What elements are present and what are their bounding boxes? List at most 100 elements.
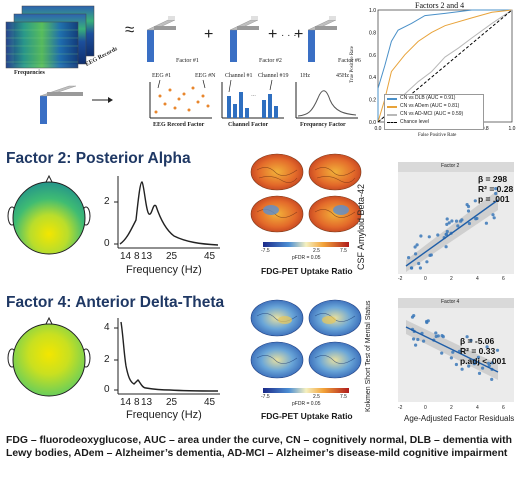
scatter-point — [484, 221, 488, 225]
factor4-scatter — [398, 298, 514, 402]
roc-ytick: 0.4 — [369, 75, 376, 81]
scatter-point — [414, 252, 418, 256]
factor2-fdg-caption: FDG-PET Uptake Ratio — [261, 266, 353, 276]
frequencies-label: Frequencies — [14, 70, 45, 76]
factor4-scatter-stats: β = -5.06 R² = 0.33 p.adj < .001 — [460, 336, 506, 366]
roc-legend: CN vs DLB (AUC = 0.91) CN vs ADem (AUC =… — [384, 94, 484, 130]
scatter-point — [454, 362, 458, 367]
scatter-point — [469, 338, 473, 342]
roc-xtick: 0.0 — [375, 126, 382, 132]
brain-right-medial — [308, 195, 362, 233]
eeg-record-factor-caption: EEG Record Factor — [153, 122, 205, 128]
factor2-ytick-0: 0 — [104, 238, 110, 249]
scatter-point — [422, 339, 426, 343]
factor4-cbar-min: -7.5 — [261, 394, 270, 400]
brain-left-lateral — [250, 153, 304, 191]
factor2-spectrum-plot — [114, 176, 220, 249]
factor4-brain-maps — [250, 299, 362, 393]
factor4-stat-r2: R² = 0.33 — [460, 346, 496, 356]
scatter-point — [447, 221, 451, 225]
factor2-cbar-min: -7.5 — [261, 248, 270, 254]
brain-right-lateral — [308, 153, 362, 191]
ellipsis: · · · — [281, 30, 297, 41]
factor2-scalp-topography — [7, 174, 91, 255]
legend-item-dlb: CN vs DLB (AUC = 0.91) — [385, 95, 483, 103]
arrow-head — [108, 97, 113, 103]
factor4-pfdr-label: pFDR = 0.05 — [292, 401, 321, 407]
scatter-point — [410, 266, 414, 270]
factor2-xtick-45: 45 — [204, 251, 216, 262]
roc-ytick: 1.0 — [369, 8, 376, 14]
scatter-point — [472, 362, 476, 366]
factor2-stat-r2: R² = 0.28 — [478, 184, 514, 194]
scatter-point — [449, 356, 453, 360]
factor4-scatter-title: Factor 4 — [441, 299, 460, 305]
factor2-scatter-stats: β = 298 R² = 0.28 p = .001 — [478, 174, 513, 204]
scatter-point — [440, 334, 444, 338]
factor2-cbar-mid: 2.5 — [313, 248, 320, 254]
scatter-point — [473, 199, 477, 203]
factor4-xtick-6: 6 — [502, 405, 505, 411]
factor4-fdg-caption: FDG-PET Uptake Ratio — [261, 411, 353, 421]
factor4-stat-p: p.adj < .001 — [460, 356, 507, 366]
factor2-stat-beta: β = 298 — [478, 174, 508, 184]
roc-ylabel: True Positive Rate — [350, 45, 356, 84]
frequency-factor-caption: Frequency Factor — [300, 122, 346, 128]
factor-6-label: Factor #6 — [338, 58, 361, 64]
factor2-title: Factor 2: Posterior Alpha — [6, 150, 191, 167]
eeg-spectrogram-stack — [5, 5, 95, 69]
factor2-xtick-8: 8 — [134, 251, 140, 262]
scatter-point — [436, 233, 440, 237]
factor2-scatter-strip — [398, 162, 514, 172]
factor4-xtick-45: 45 — [204, 397, 216, 408]
channel-1-label: Channel #1 — [225, 73, 253, 79]
scatter-point — [450, 219, 454, 223]
roc-xlabel: False Positive Rate — [418, 133, 457, 138]
factor2-ytick-2: 2 — [104, 196, 110, 207]
scatter-point — [465, 335, 469, 339]
factor4-xtick-4: 4 — [476, 405, 479, 411]
factor2-xtick-0: 0 — [424, 276, 427, 282]
scatter-point — [481, 366, 485, 370]
factor4-scalp-topography — [7, 316, 91, 397]
factor2-xtick-25: 25 — [166, 251, 178, 262]
factor4-ytick-2: 2 — [104, 354, 110, 365]
factor2-scatter — [398, 162, 514, 274]
scatter-point — [467, 364, 471, 368]
eeg-1-label: EEG #1 — [152, 73, 172, 79]
factor2-xtick-6: 6 — [502, 276, 505, 282]
factor4-spectrum-plot — [114, 318, 220, 395]
factor4-cbar-mid: 2.5 — [313, 394, 320, 400]
brain-right-medial — [308, 341, 362, 379]
scatter-point — [460, 218, 464, 222]
factor4-colorbar — [263, 388, 349, 393]
factor2-xtick-14: 14 — [120, 251, 132, 262]
factor4-scatter-xlabel: Age-Adjusted Factor Residuals — [404, 414, 515, 423]
scatter-point — [467, 221, 471, 226]
factor-1-label: Factor #1 — [176, 58, 199, 64]
scatter-point — [456, 224, 460, 228]
factor2-colorbar — [263, 242, 349, 247]
scatter-point — [445, 222, 449, 226]
scatter-point — [440, 351, 444, 355]
factor4-scatter-strip — [398, 298, 514, 308]
scatter-point — [444, 232, 448, 236]
scatter-point — [460, 367, 464, 371]
channel-factor-caption: Channel Factor — [228, 122, 269, 128]
factor4-title: Factor 4: Anterior Delta-Theta — [6, 294, 225, 311]
frequency-factor-plot — [295, 82, 358, 119]
factor4-cbar-max: 7.5 — [340, 394, 347, 400]
scatter-point — [490, 377, 494, 381]
factor2-xtick-2: 2 — [450, 276, 453, 282]
roc-xtick: 1.0 — [509, 126, 516, 132]
scatter-point — [416, 337, 420, 342]
factor4-topo-and-spectrum — [7, 316, 220, 397]
factor4-xtick-25: 25 — [166, 397, 178, 408]
factor2-stat-p: p = .001 — [478, 194, 510, 204]
roc-ytick: 0.8 — [369, 30, 376, 36]
45hz-label: 45Hz — [336, 73, 349, 79]
scatter-point — [425, 320, 429, 325]
eeg-n-label: EEG #N — [195, 73, 216, 79]
factor4-xtick-14: 14 — [120, 397, 132, 408]
approx-symbol: ≈ — [125, 20, 135, 39]
